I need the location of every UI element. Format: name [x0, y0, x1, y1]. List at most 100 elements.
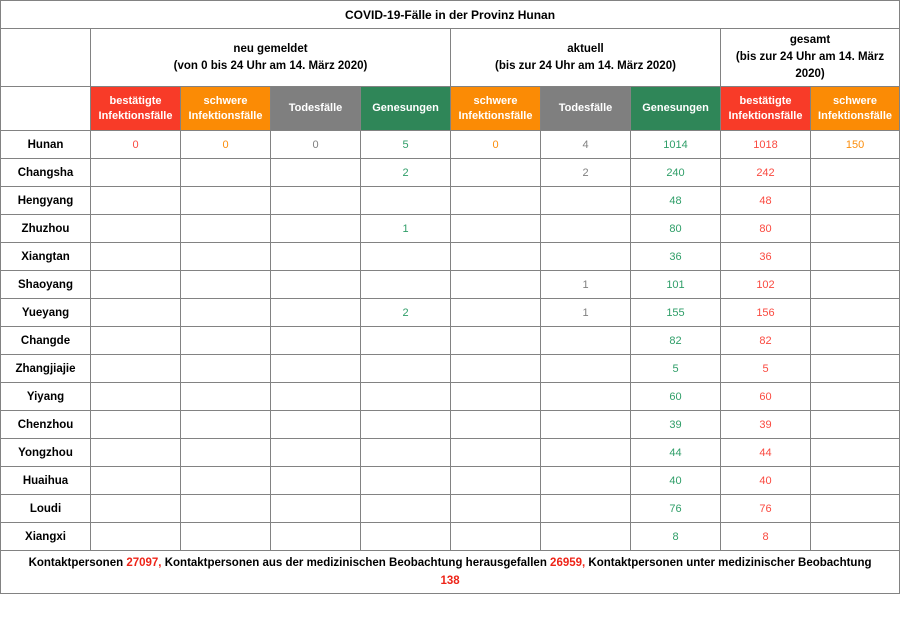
data-cell: [180, 522, 271, 551]
data-cell: [809, 494, 900, 523]
data-cell: [180, 214, 271, 243]
column-group-period: (von 0 bis 24 Uhr am 14. März 2020): [173, 59, 368, 72]
region-cell: Yueyang: [0, 298, 91, 327]
data-cell: 48: [720, 186, 811, 215]
data-cell: [809, 522, 900, 551]
column-header-9: schwere Infektionsfälle: [809, 86, 900, 131]
data-cell: [540, 466, 631, 495]
data-cell: [90, 382, 181, 411]
data-cell: [180, 326, 271, 355]
data-cell: [809, 354, 900, 383]
region-cell: Huaihua: [0, 466, 91, 495]
data-cell: [540, 354, 631, 383]
region-cell: Yongzhou: [0, 438, 91, 467]
data-cell: [809, 214, 900, 243]
table-row: Changde 82 82: [0, 326, 900, 355]
region-cell: Loudi: [0, 494, 91, 523]
data-cell: 5: [630, 354, 721, 383]
data-cell: [540, 438, 631, 467]
data-cell: [360, 410, 451, 439]
column-group-label: aktuell: [567, 42, 604, 55]
data-cell: 1018: [720, 130, 811, 159]
data-cell: 8: [630, 522, 721, 551]
data-cell: [270, 354, 361, 383]
data-cell: [809, 382, 900, 411]
data-cell: [360, 438, 451, 467]
data-cell: 5: [360, 130, 451, 159]
data-cell: [450, 186, 541, 215]
data-cell: 0: [180, 130, 271, 159]
column-group-label: gesamt: [789, 34, 831, 47]
data-cell: 5: [720, 354, 811, 383]
table-row: Yiyang 60 60: [0, 382, 900, 411]
data-cell: [360, 326, 451, 355]
data-cell: 60: [630, 382, 721, 411]
data-cell: 82: [630, 326, 721, 355]
region-cell: Chenzhou: [0, 410, 91, 439]
covid-cases-table: COVID-19-Fälle in der Provinz Hunan neu …: [0, 0, 900, 594]
data-cell: [540, 242, 631, 271]
data-cell: [90, 158, 181, 187]
corner-cell-bottom: [0, 86, 91, 131]
data-cell: [270, 158, 361, 187]
column-group-header-3: gesamt (bis zur 24 Uhr am 14. März 2020): [719, 28, 900, 87]
data-cell: [540, 410, 631, 439]
region-cell: Zhuzhou: [0, 214, 91, 243]
data-cell: [540, 186, 631, 215]
data-cell: 102: [720, 270, 811, 299]
column-header-1: bestätigte Infektionsfälle: [90, 86, 181, 131]
data-cell: 2: [360, 158, 451, 187]
data-cell: 82: [720, 326, 811, 355]
data-cell: [90, 522, 181, 551]
column-group-label: neu gemeldet: [233, 42, 308, 55]
data-cell: [90, 186, 181, 215]
column-group-period: (bis zur 24 Uhr am 14. März 2020): [495, 59, 676, 72]
data-cell: [270, 242, 361, 271]
data-cell: 1: [540, 298, 631, 327]
data-cell: 76: [720, 494, 811, 523]
footer-row: Kontaktpersonen 27097, Kontaktpersonen a…: [0, 550, 900, 594]
data-cell: 48: [630, 186, 721, 215]
data-cell: 36: [630, 242, 721, 271]
data-cell: [450, 494, 541, 523]
region-cell: Xiangtan: [0, 242, 91, 271]
data-cell: 80: [630, 214, 721, 243]
region-cell: Yiyang: [0, 382, 91, 411]
data-cell: [450, 382, 541, 411]
data-cell: [270, 270, 361, 299]
column-header-row: bestätigte Infektionsfälle schwere Infekt…: [0, 86, 900, 131]
data-cell: 0: [90, 130, 181, 159]
data-cell: [90, 494, 181, 523]
footer-text: Kontaktpersonen unter medizinischer Beob…: [585, 556, 872, 569]
data-cell: 0: [450, 130, 541, 159]
column-header-5: schwere Infektionsfälle: [450, 86, 541, 131]
data-cell: 2: [360, 298, 451, 327]
data-cell: [540, 382, 631, 411]
data-cell: 1014: [630, 130, 721, 159]
data-cell: [270, 410, 361, 439]
data-cell: 36: [720, 242, 811, 271]
data-cell: [450, 298, 541, 327]
region-cell: Changde: [0, 326, 91, 355]
table-title: COVID-19-Fälle in der Provinz Hunan: [0, 0, 900, 29]
data-cell: [270, 186, 361, 215]
data-cell: 2: [540, 158, 631, 187]
region-cell: Zhangjiajie: [0, 354, 91, 383]
data-cell: 76: [630, 494, 721, 523]
table-row: Hunan 0 0 0 5 0 4 1014 1018 150: [0, 130, 900, 159]
table-row: Yongzhou 44 44: [0, 438, 900, 467]
data-cell: [540, 326, 631, 355]
data-cell: [180, 382, 271, 411]
data-cell: [270, 214, 361, 243]
column-header-3: Todesfälle: [270, 86, 361, 131]
data-cell: 242: [720, 158, 811, 187]
table-row: Changsha 2 2 240 242: [0, 158, 900, 187]
data-cell: [90, 326, 181, 355]
footer-text: Kontaktpersonen aus der medizinischen Be…: [161, 556, 551, 569]
data-cell: 60: [720, 382, 811, 411]
data-cell: [450, 522, 541, 551]
data-cell: [450, 214, 541, 243]
table-row: Yueyang 2 1 155 156: [0, 298, 900, 327]
data-cell: [360, 494, 451, 523]
